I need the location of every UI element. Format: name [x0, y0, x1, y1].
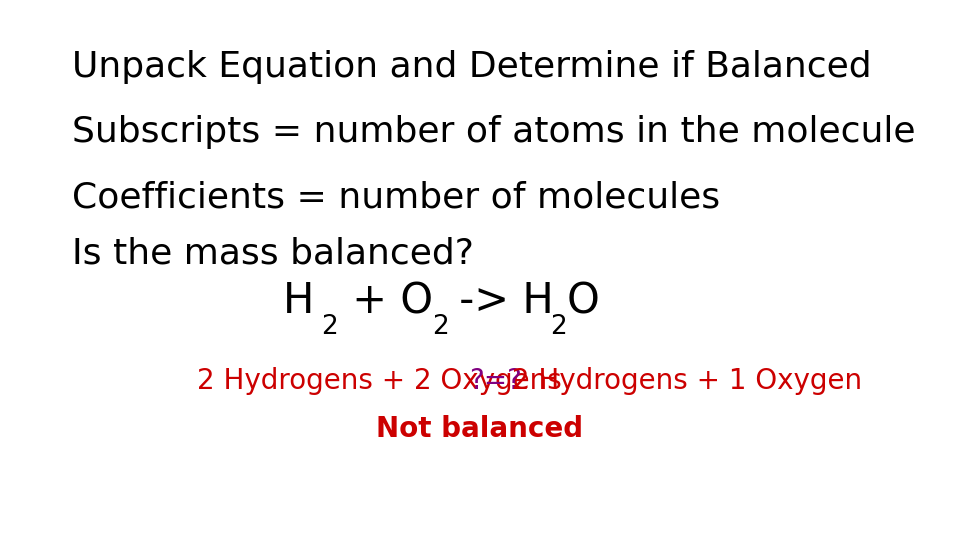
Text: Unpack Equation and Determine if Balanced: Unpack Equation and Determine if Balance… [72, 51, 872, 84]
Text: -> H: -> H [446, 280, 554, 322]
Text: Is the mass balanced?: Is the mass balanced? [72, 237, 474, 271]
Text: 2: 2 [550, 314, 566, 340]
Text: 2: 2 [432, 314, 448, 340]
Text: 2: 2 [322, 314, 338, 340]
Text: H: H [283, 280, 315, 322]
Text: ?=?: ?=? [468, 367, 521, 395]
Text: 2 Hydrogens + 2 Oxygens: 2 Hydrogens + 2 Oxygens [197, 367, 570, 395]
Text: + O: + O [339, 280, 433, 322]
Text: O: O [566, 280, 599, 322]
Text: Not balanced: Not balanced [376, 415, 584, 443]
Text: Coefficients = number of molecules: Coefficients = number of molecules [72, 180, 720, 214]
Text: Subscripts = number of atoms in the molecule: Subscripts = number of atoms in the mole… [72, 116, 916, 149]
Text: 2 Hydrogens + 1 Oxygen: 2 Hydrogens + 1 Oxygen [503, 367, 862, 395]
